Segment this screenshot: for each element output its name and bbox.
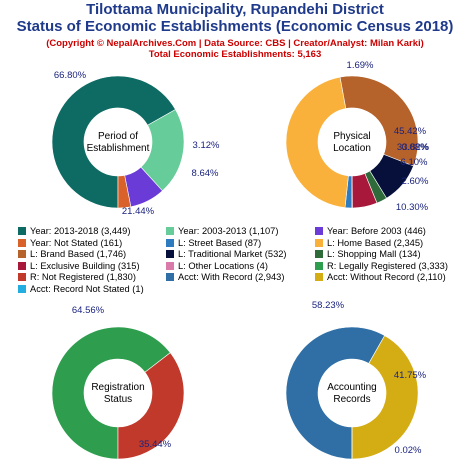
legend-label: Year: 2013-2018 (3,449) [30, 226, 131, 236]
legend-swatch [18, 250, 26, 259]
legend-label: L: Street Based (87) [178, 237, 262, 248]
legend-item: L: Traditional Market (532) [166, 249, 287, 260]
legend-label: L: Other Locations (4) [178, 260, 268, 271]
slice-percent-label: 45.42% [394, 126, 427, 137]
legend-swatch [166, 273, 174, 282]
donut-hole [318, 359, 386, 427]
slice-percent-label: 21.44% [122, 206, 155, 217]
slice-percent-label: 35.44% [139, 439, 172, 450]
slice-percent-label: 64.56% [72, 305, 105, 316]
slice-percent-label: 2.60% [402, 176, 429, 187]
legend-item: L: Brand Based (1,746) [18, 249, 126, 260]
donut-center-label: Period of [98, 131, 138, 142]
legend-swatch [315, 250, 323, 259]
copyright-note: (Copyright © NepalArchives.Com | Data So… [46, 38, 424, 49]
legend-swatch [18, 238, 26, 247]
legend-item: R: Legally Registered (3,333) [315, 261, 448, 272]
legend-item: L: Exclusive Building (315) [18, 261, 140, 272]
legend-label: R: Not Registered (1,830) [30, 272, 136, 283]
legend-item: Year: 2003-2013 (1,107) [166, 226, 278, 237]
legend-label: Year: Not Stated (161) [30, 237, 123, 248]
donut-hole [84, 108, 152, 176]
slice-percent-label: 0.08% [402, 142, 429, 153]
legend-swatch [166, 227, 174, 235]
slice-percent-label: 66.80% [54, 70, 87, 81]
legend-swatch [18, 261, 26, 270]
legend-label: L: Shopping Mall (134) [327, 249, 421, 260]
legend-label: L: Exclusive Building (315) [30, 260, 140, 271]
donut-hole [84, 359, 152, 427]
legend-item: R: Not Registered (1,830) [18, 272, 136, 283]
donut-center-label: Location [333, 143, 371, 154]
donut-center-label: Records [333, 394, 370, 405]
donut-center-label: Establishment [87, 143, 150, 154]
legend-swatch [166, 238, 174, 247]
chart-title: Tilottama Municipality, Rupandehi Distri… [86, 1, 384, 18]
slice-percent-label: 0.02% [395, 445, 422, 456]
legend-swatch [166, 250, 174, 259]
legend-label: L: Brand Based (1,746) [30, 249, 127, 260]
donut-center-label: Accounting [327, 382, 376, 393]
legend-label: Acct: Without Record (2,110) [327, 272, 446, 283]
donut-hole [318, 108, 386, 176]
legend-item: Acct: Without Record (2,110) [315, 272, 446, 283]
donut-center-label: Physical [333, 131, 370, 142]
slice-percent-label: 1.69% [347, 60, 374, 71]
slice-percent-label: 6.10% [401, 157, 428, 168]
legend-item: L: Home Based (2,345) [315, 238, 423, 249]
legend-swatch [166, 261, 174, 270]
legend-item: Acct: Record Not Stated (1) [18, 284, 144, 295]
slice-percent-label: 10.30% [396, 202, 429, 213]
legend-swatch [315, 227, 323, 235]
legend-label: Year: Before 2003 (446) [327, 226, 426, 236]
legend-item: Year: Before 2003 (446) [315, 226, 426, 237]
legend-label: Acct: Record Not Stated (1) [30, 284, 144, 294]
slice-percent-label: 8.64% [192, 168, 219, 179]
legend-item: Year: 2013-2018 (3,449) [18, 226, 130, 237]
donut-center-label: Registration [91, 382, 144, 393]
legend-item: L: Other Locations (4) [166, 261, 268, 272]
slice-percent-label: 41.75% [394, 370, 427, 381]
legend-item: L: Street Based (87) [166, 238, 261, 249]
slice-percent-label: 58.23% [312, 300, 345, 311]
legend-label: R: Legally Registered (3,333) [327, 260, 448, 271]
legend-swatch [18, 227, 26, 235]
legend-swatch [18, 273, 26, 282]
legend-swatch [18, 285, 26, 293]
legend-swatch [315, 238, 323, 247]
legend-item: Year: Not Stated (161) [18, 238, 122, 249]
legend-label: L: Traditional Market (532) [178, 249, 287, 260]
legend-swatch [315, 273, 323, 282]
legend-item: L: Shopping Mall (134) [315, 249, 421, 260]
pie-slice [285, 76, 349, 208]
donut-center-label: Status [104, 394, 132, 405]
legend-swatch [315, 261, 323, 270]
legend-label: L: Home Based (2,345) [327, 237, 424, 248]
slice-percent-label: 3.12% [193, 140, 220, 151]
legend-label: Acct: With Record (2,943) [178, 272, 285, 283]
chart-subtitle: Status of Economic Establishments (Econo… [16, 18, 454, 35]
legend-item: Acct: With Record (2,943) [166, 272, 284, 283]
legend-label: Year: 2003-2013 (1,107) [178, 226, 279, 236]
slice-percent-label: 33.82% [397, 142, 430, 153]
total-establishments: Total Economic Establishments: 5,163 [148, 49, 322, 60]
